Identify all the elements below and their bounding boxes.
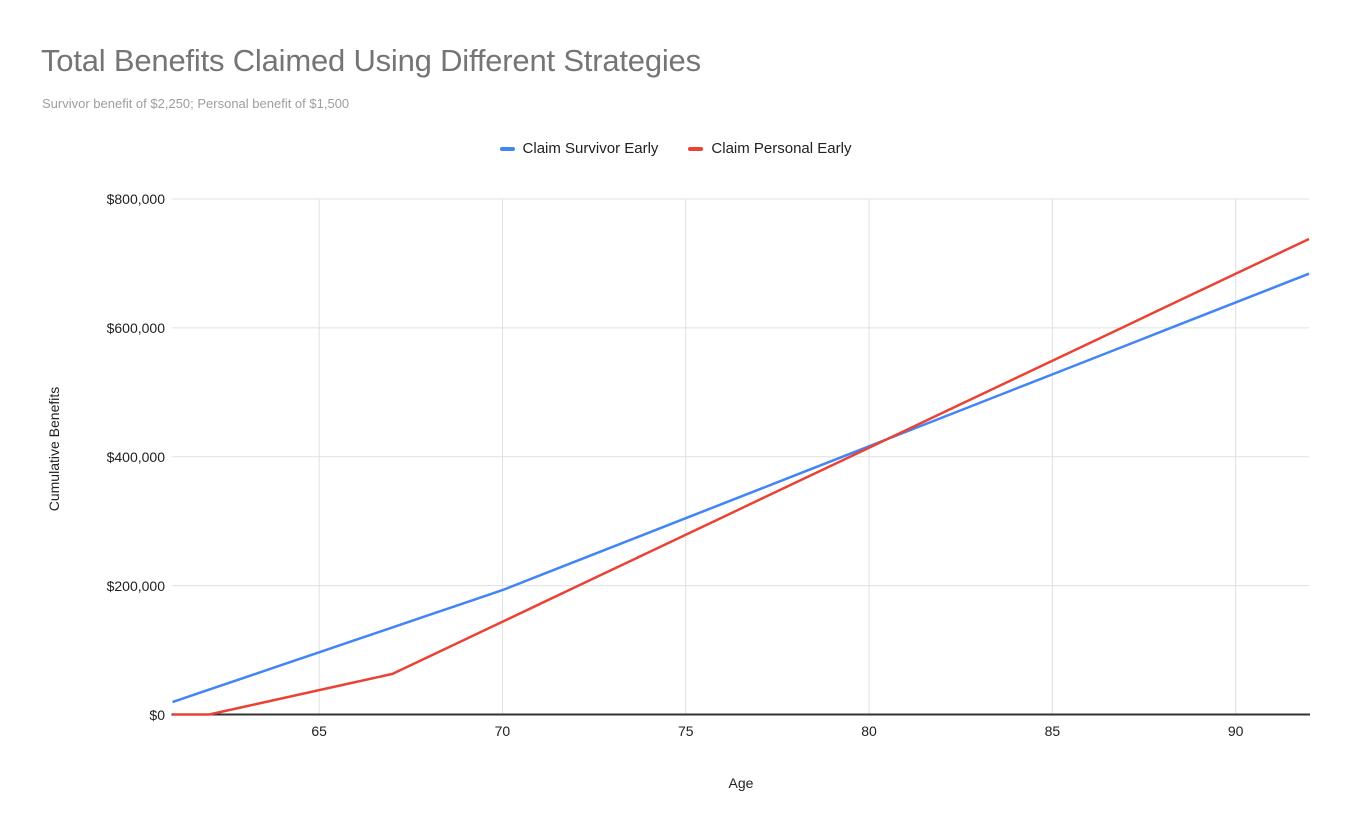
x-tick-label: 75 <box>677 723 694 739</box>
x-axis-title: Age <box>728 775 754 791</box>
x-tick-label: 85 <box>1044 723 1061 739</box>
legend-swatch-personal-icon <box>688 146 704 151</box>
x-tick-label: 65 <box>311 723 327 739</box>
legend-swatch-survivor-icon <box>499 146 515 151</box>
chart-subtitle: Survivor benefit of $2,250; Personal ben… <box>42 96 350 111</box>
y-tick-label: $200,000 <box>106 577 165 594</box>
legend-item-claim-survivor-early: Claim Survivor Early <box>499 140 659 157</box>
y-tick-label: $800,000 <box>106 191 165 207</box>
legend-label-survivor: Claim Survivor Early <box>522 140 659 157</box>
y-tick-label: $600,000 <box>106 319 165 336</box>
y-tick-label: $400,000 <box>106 448 165 465</box>
legend: Claim Survivor Early Claim Personal Earl… <box>0 140 1351 157</box>
x-tick-label: 80 <box>861 723 877 739</box>
x-tick-label: 70 <box>494 723 511 739</box>
x-tick-label: 90 <box>1227 723 1244 739</box>
series-line-claim-personal-early <box>172 237 1310 716</box>
legend-item-claim-personal-early: Claim Personal Early <box>688 140 851 157</box>
chart-title: Total Benefits Claimed Using Different S… <box>41 43 701 78</box>
legend-label-personal: Claim Personal Early <box>711 140 852 157</box>
series-line-claim-survivor-early <box>172 272 1310 704</box>
y-axis-title: Cumulative Benefits <box>46 386 62 512</box>
y-tick-label: $0 <box>149 706 165 723</box>
